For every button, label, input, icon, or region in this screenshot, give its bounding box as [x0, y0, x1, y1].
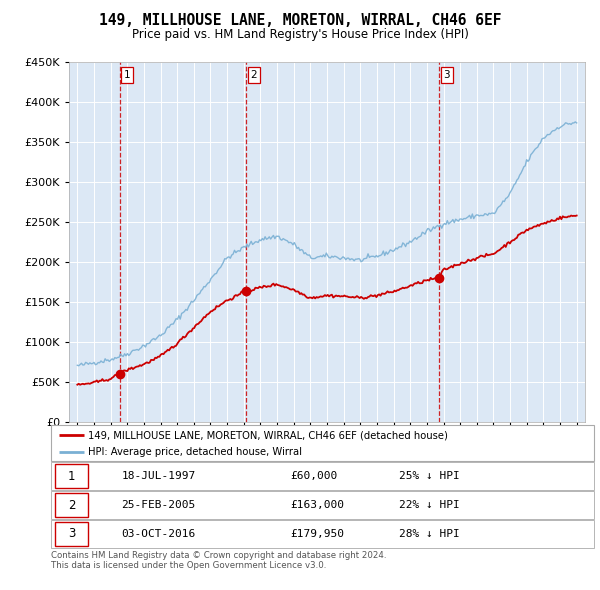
Text: 03-OCT-2016: 03-OCT-2016 — [122, 529, 196, 539]
Text: HPI: Average price, detached house, Wirral: HPI: Average price, detached house, Wirr… — [88, 447, 302, 457]
FancyBboxPatch shape — [55, 522, 88, 546]
Text: 28% ↓ HPI: 28% ↓ HPI — [398, 529, 459, 539]
Text: £179,950: £179,950 — [290, 529, 344, 539]
Text: 149, MILLHOUSE LANE, MORETON, WIRRAL, CH46 6EF (detached house): 149, MILLHOUSE LANE, MORETON, WIRRAL, CH… — [88, 430, 448, 440]
Text: 3: 3 — [443, 70, 450, 80]
FancyBboxPatch shape — [51, 462, 594, 490]
Text: 149, MILLHOUSE LANE, MORETON, WIRRAL, CH46 6EF: 149, MILLHOUSE LANE, MORETON, WIRRAL, CH… — [99, 13, 501, 28]
Text: Price paid vs. HM Land Registry's House Price Index (HPI): Price paid vs. HM Land Registry's House … — [131, 28, 469, 41]
Text: 2: 2 — [250, 70, 257, 80]
Text: Contains HM Land Registry data © Crown copyright and database right 2024.
This d: Contains HM Land Registry data © Crown c… — [51, 551, 386, 571]
FancyBboxPatch shape — [55, 493, 88, 517]
Text: 3: 3 — [68, 527, 76, 540]
Text: 25-FEB-2005: 25-FEB-2005 — [122, 500, 196, 510]
FancyBboxPatch shape — [51, 520, 594, 548]
Text: £163,000: £163,000 — [290, 500, 344, 510]
Text: 1: 1 — [124, 70, 130, 80]
FancyBboxPatch shape — [55, 464, 88, 488]
Text: 1: 1 — [68, 470, 76, 483]
Text: 22% ↓ HPI: 22% ↓ HPI — [398, 500, 459, 510]
Text: 2: 2 — [68, 499, 76, 512]
Text: £60,000: £60,000 — [290, 471, 337, 481]
Text: 18-JUL-1997: 18-JUL-1997 — [122, 471, 196, 481]
FancyBboxPatch shape — [51, 425, 594, 461]
FancyBboxPatch shape — [51, 491, 594, 519]
Text: 25% ↓ HPI: 25% ↓ HPI — [398, 471, 459, 481]
